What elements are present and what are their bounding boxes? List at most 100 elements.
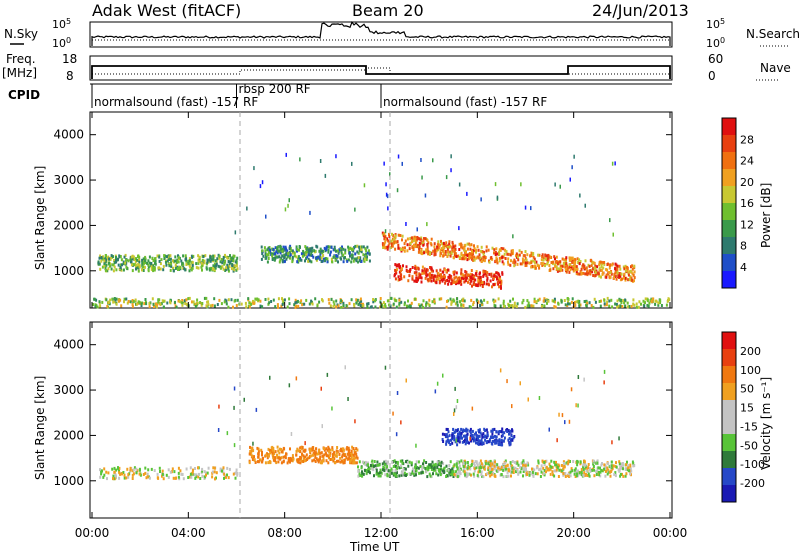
data-cell: [323, 453, 326, 457]
data-cell: [141, 268, 143, 272]
data-cell: [486, 432, 489, 436]
data-cell: [366, 251, 369, 255]
data-cell: [550, 459, 553, 463]
data-cell: [575, 265, 578, 269]
data-cell: [397, 275, 400, 279]
data-cell: [363, 468, 366, 472]
data-cell: [327, 245, 330, 249]
data-cell: [426, 249, 429, 253]
data-cell: [161, 474, 163, 478]
data-cell: [526, 261, 529, 265]
data-cell: [457, 277, 459, 281]
data-cell: [295, 300, 298, 304]
data-cell: [438, 297, 441, 301]
data-cell: [352, 461, 355, 465]
data-cell: [398, 303, 401, 307]
data-cell: [417, 303, 420, 307]
data-cell: [159, 303, 162, 307]
data-cell: [609, 474, 612, 478]
data-cell: [436, 243, 439, 247]
noise-sky-trace: [91, 20, 671, 46]
data-cell: [178, 300, 181, 304]
data-cell: [395, 466, 398, 470]
data-cell: [233, 386, 236, 391]
data-cell: [196, 303, 199, 307]
data-cell: [452, 475, 455, 478]
x-tick-label: 04:00: [171, 526, 206, 540]
data-cell: [370, 305, 373, 309]
data-cell: [96, 305, 99, 309]
data-cell: [478, 434, 481, 438]
data-cell: [422, 299, 425, 303]
data-cell: [321, 299, 324, 303]
data-cell: [144, 298, 147, 301]
data-cell: [224, 259, 227, 263]
colorbar-swatch: [722, 254, 736, 272]
data-cell: [458, 280, 461, 284]
data-cell: [615, 303, 618, 306]
data-cell: [463, 246, 466, 250]
data-cell: [280, 461, 283, 465]
data-cell: [329, 448, 332, 452]
data-cell: [413, 271, 416, 275]
data-cell: [446, 428, 449, 431]
data-cell: [305, 257, 307, 261]
data-cell: [531, 467, 533, 471]
data-cell: [248, 461, 251, 465]
data-cell: [157, 300, 160, 304]
data-cell: [264, 249, 267, 253]
data-cell: [329, 253, 332, 257]
data-cell: [626, 301, 629, 305]
data-cell: [274, 252, 276, 256]
data-cell: [368, 252, 371, 256]
data-cell: [417, 276, 420, 280]
data-cell: [383, 469, 386, 473]
data-cell: [494, 474, 497, 478]
data-cell: [439, 254, 442, 258]
data-cell: [118, 254, 121, 258]
data-cell: [221, 265, 224, 269]
data-cell: [158, 466, 161, 470]
data-cell: [528, 261, 531, 265]
data-cell: [104, 254, 107, 257]
data-cell: [422, 238, 425, 242]
data-cell: [481, 435, 484, 439]
data-cell: [320, 256, 323, 260]
data-cell: [564, 420, 566, 425]
data-cell: [419, 251, 422, 255]
data-cell: [609, 271, 612, 275]
data-cell: [151, 297, 154, 301]
data-cell: [592, 305, 595, 309]
data-cell: [192, 254, 195, 258]
data-cell: [257, 460, 260, 464]
data-cell: [418, 247, 421, 251]
data-cell: [325, 459, 328, 463]
data-cell: [562, 467, 565, 471]
data-cell: [154, 259, 157, 263]
data-cell: [540, 470, 543, 474]
colorbar-tick-label: 12: [740, 218, 754, 231]
data-cell: [140, 304, 143, 307]
data-cell: [317, 460, 320, 464]
data-cell: [546, 468, 549, 472]
data-cell: [415, 279, 417, 283]
data-cell: [296, 260, 299, 264]
data-cell: [568, 265, 571, 269]
data-cell: [235, 258, 238, 262]
data-cell: [458, 440, 461, 444]
data-cell: [287, 251, 290, 255]
data-cell: [372, 298, 375, 301]
data-cell: [585, 266, 588, 270]
data-cell: [386, 468, 389, 472]
data-cell: [476, 442, 479, 445]
data-cell: [449, 254, 452, 258]
data-cell: [614, 271, 617, 275]
data-cell: [260, 460, 263, 464]
data-cell: [313, 458, 316, 462]
data-cell: [610, 263, 613, 267]
data-cell: [570, 256, 573, 260]
data-cell: [576, 472, 578, 476]
data-cell: [533, 468, 536, 472]
data-cell: [311, 447, 314, 451]
data-cell: [135, 263, 138, 267]
